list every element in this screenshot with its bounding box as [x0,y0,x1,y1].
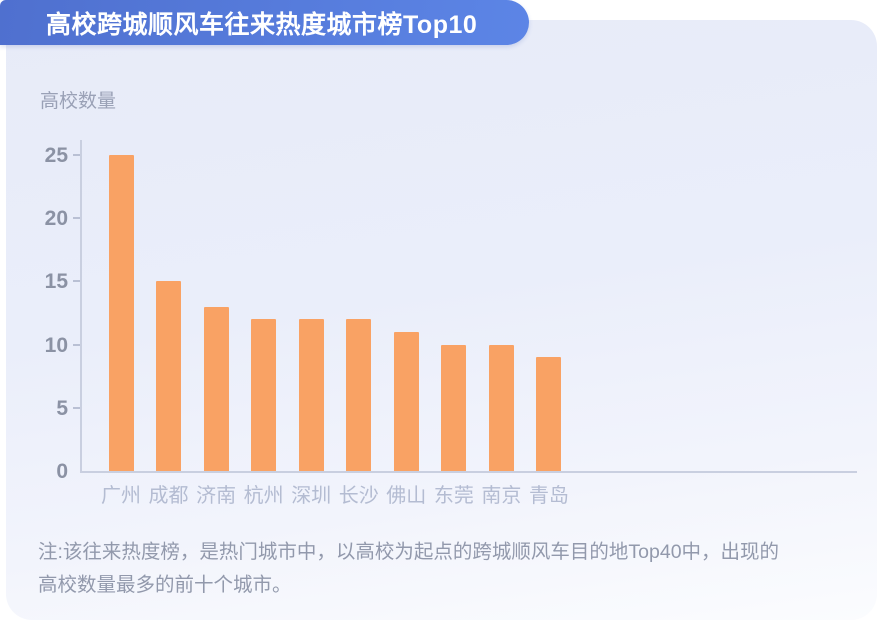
x-tick-label-佛山: 佛山 [386,485,427,507]
bar-深圳 [298,319,324,471]
bar-长沙 [346,319,372,471]
y-axis-line [80,140,82,473]
bar-东莞 [441,344,467,471]
bar-成都 [156,281,182,471]
bar-青岛 [536,357,562,471]
y-axis-title: 高校数量 [40,91,117,112]
chart-card [6,20,877,620]
bar-南京 [488,344,514,471]
x-tick-label-广州: 广州 [101,485,141,507]
x-tick-label-成都: 成都 [148,485,189,507]
bar-杭州 [251,319,277,471]
x-tick-label-南京: 南京 [481,485,522,507]
bar-济南 [203,306,229,471]
x-tick-label-东莞: 东莞 [433,485,474,507]
y-tick-label: 5 [56,396,68,420]
x-tick-label-青岛: 青岛 [528,485,569,507]
y-tick-mark [73,154,80,156]
y-tick-label: 15 [44,270,68,294]
y-tick-label: 20 [44,207,68,231]
x-tick-label-深圳: 深圳 [291,485,332,507]
y-tick-label: 25 [44,144,68,167]
y-tick-mark [73,343,80,346]
footnote-line-2: 高校数量最多的前十个城市。 [38,574,292,596]
x-tick-label-长沙: 长沙 [338,485,379,507]
y-tick-mark [73,217,80,220]
y-tick-mark [73,406,80,409]
x-tick-label-杭州: 杭州 [243,485,284,507]
footnote-line-1: 注:该往来热度榜，是热门城市中，以高校为起点的跨城顺风车目的地Top40中，出现… [38,541,780,563]
page-title: 高校跨城顺风车往来热度城市榜Top10 [46,10,478,39]
y-tick-label: 0 [56,460,68,483]
y-tick-label: 10 [44,333,68,357]
bar-佛山 [393,331,419,471]
title-banner: 高校跨城顺风车往来热度城市榜Top10 [0,0,530,45]
x-tick-label-济南: 济南 [196,485,237,507]
footnote: 注:该往来热度榜，是热门城市中，以高校为起点的跨城顺风车目的地Top40中，出现… [38,536,848,602]
bar-广州 [108,155,134,471]
y-tick-mark [73,280,80,283]
x-axis-line [80,471,857,473]
